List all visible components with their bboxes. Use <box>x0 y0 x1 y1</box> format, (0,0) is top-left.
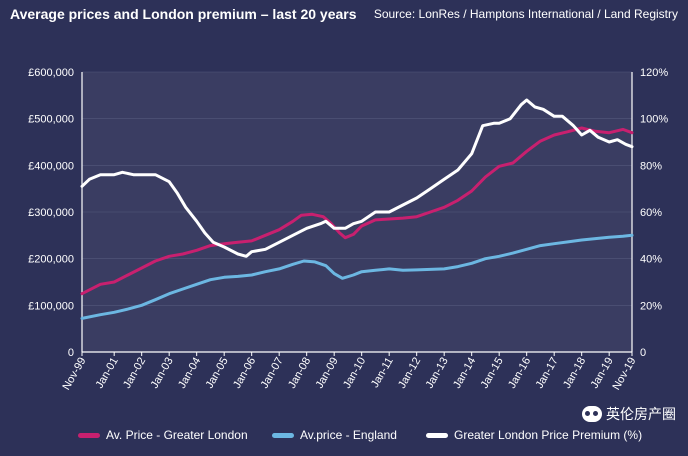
y-tick-label: 0 <box>68 347 74 359</box>
legend-label-premium: Greater London Price Premium (%) <box>454 428 643 442</box>
x-tick-label: Jan-12 <box>396 356 423 391</box>
legend-item-england: Av.price - England <box>272 428 397 442</box>
x-tick-label: Jan-18 <box>561 356 588 391</box>
legend-swatch-london <box>78 432 100 438</box>
x-tick-label: Jan-01 <box>94 356 121 391</box>
legend-label-england: Av.price - England <box>300 428 397 442</box>
wechat-icon <box>582 406 602 422</box>
x-tick-label: Jan-10 <box>341 356 368 391</box>
x-tick-label: Jan-14 <box>451 356 478 391</box>
x-tick-label: Jan-17 <box>534 356 561 391</box>
x-tick-label: Jan-03 <box>149 356 176 391</box>
series-line-2 <box>80 98 634 258</box>
y-tick-label: £400,000 <box>28 160 74 172</box>
x-tick-label: Jan-13 <box>424 356 451 391</box>
x-tick-label: Jan-11 <box>369 356 396 390</box>
x-tick-label: Jan-07 <box>259 356 286 391</box>
legend-item-premium: Greater London Price Premium (%) <box>426 428 642 442</box>
y2-tick-label: 40% <box>640 254 662 266</box>
x-tick-label: Jan-15 <box>479 356 506 391</box>
y2-tick-label: 0 <box>640 347 646 359</box>
legend-label-london: Av. Price - Greater London <box>106 428 248 442</box>
x-tick-label: Jan-04 <box>176 356 203 391</box>
chart-source: Source: LonRes / Hamptons International … <box>373 7 678 21</box>
watermark-text: 英伦房产圈 <box>606 406 676 422</box>
legend-swatch-england <box>272 432 294 438</box>
chart-title: Average prices and London premium – last… <box>10 6 357 22</box>
y-tick-label: £600,000 <box>28 67 74 79</box>
y2-tick-label: 60% <box>640 207 662 219</box>
legend-item-london: Av. Price - Greater London <box>78 428 248 442</box>
series-line-0 <box>80 126 634 296</box>
series-line-1 <box>80 233 634 320</box>
chart-header: Average prices and London premium – last… <box>0 0 688 26</box>
x-tick-label: Jan-02 <box>121 356 148 391</box>
y2-tick-label: 100% <box>640 114 668 126</box>
x-tick-label: Nov-99 <box>60 356 88 393</box>
y2-tick-label: 20% <box>640 300 662 312</box>
y-tick-label: £100,000 <box>28 300 74 312</box>
y2-tick-label: 80% <box>640 160 662 172</box>
y-tick-label: £200,000 <box>28 254 74 266</box>
y-tick-label: £300,000 <box>28 207 74 219</box>
legend-swatch-premium <box>426 432 448 438</box>
x-tick-label: Jan-08 <box>286 356 313 391</box>
x-tick-label: Jan-06 <box>231 356 258 391</box>
x-tick-label: Jan-05 <box>204 356 231 391</box>
chart-legend: Av. Price - Greater London Av.price - En… <box>0 428 688 448</box>
x-tick-label: Jan-09 <box>314 356 341 391</box>
watermark: 英伦房产圈 <box>582 404 676 424</box>
y2-tick-label: 120% <box>640 67 668 79</box>
x-tick-label: Jan-16 <box>506 356 533 391</box>
y-tick-label: £500,000 <box>28 114 74 126</box>
